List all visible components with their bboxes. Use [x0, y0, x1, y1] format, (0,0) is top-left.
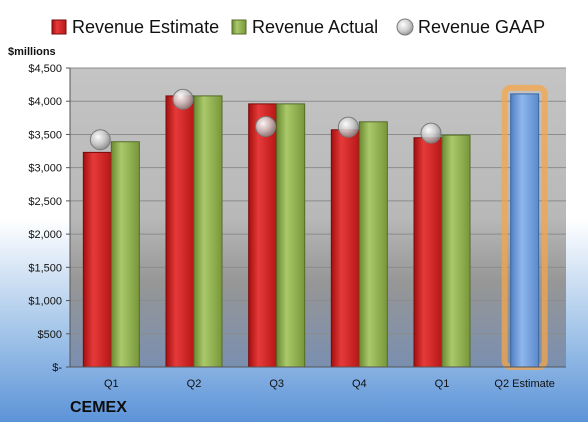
revenue-actual-bar [193, 95, 223, 368]
revenue-actual-bar [276, 103, 306, 368]
y-tick-label: $500 [38, 329, 62, 341]
revenue-gaap-marker [89, 129, 111, 151]
y-tick-label: $3,500 [28, 129, 62, 141]
revenue-actual-bar [110, 141, 140, 368]
legend-label: Revenue GAAP [418, 17, 545, 37]
x-category-label: Q1 [435, 378, 450, 390]
y-tick-label: $1,500 [28, 262, 62, 274]
company-name: CEMEX [70, 399, 127, 416]
revenue-actual-bar [441, 134, 471, 368]
y-tick-label: $2,000 [28, 229, 62, 241]
x-category-label: Q2 Estimate [494, 378, 555, 390]
revenue-estimate-bar [82, 151, 112, 368]
y-axis-unit-label: $millions [8, 46, 56, 58]
legend-label: Revenue Actual [252, 17, 378, 37]
legend-swatch [51, 19, 67, 35]
revenue-estimate-bar [248, 103, 278, 368]
y-tick-label: $3,000 [28, 163, 62, 175]
revenue-actual-bar [358, 121, 388, 368]
revenue-estimate-bar [330, 129, 360, 368]
legend-label: Revenue Estimate [72, 17, 219, 37]
revenue-gaap-marker [420, 122, 442, 144]
legend-swatch [231, 19, 247, 35]
y-tick-label: $2,500 [28, 196, 62, 208]
x-axis: Q1 Q2 Q3 Q4 Q1 Q2 Estimate [70, 366, 566, 390]
gaap-markers [89, 88, 442, 151]
y-axis: $- $500 $1,000 $1,500 $2,000 $2,500 $3,000 $3,5… [28, 63, 71, 374]
y-tick-label: $4,000 [28, 96, 62, 108]
y-tick-label: $4,500 [28, 63, 62, 75]
bars [82, 84, 548, 370]
revenue-gaap-marker [172, 88, 194, 110]
x-category-label: Q2 [187, 378, 202, 390]
q2-estimate-bar [510, 93, 540, 368]
legend: Revenue Estimate Revenue Actual Revenue GA… [51, 17, 545, 37]
y-tick-label: $1,000 [28, 296, 62, 308]
y-tick-label: $- [52, 362, 62, 374]
plot-area [70, 68, 566, 367]
revenue-estimate-bar [165, 95, 195, 368]
x-category-label: Q4 [352, 378, 367, 390]
x-category-label: Q3 [269, 378, 284, 390]
x-category-label: Q1 [104, 378, 119, 390]
legend-swatch [396, 18, 414, 36]
revenue-estimate-bar [413, 137, 443, 368]
gridlines [70, 67, 566, 368]
revenue-gaap-marker [255, 115, 277, 137]
revenue-gaap-marker [337, 116, 359, 138]
